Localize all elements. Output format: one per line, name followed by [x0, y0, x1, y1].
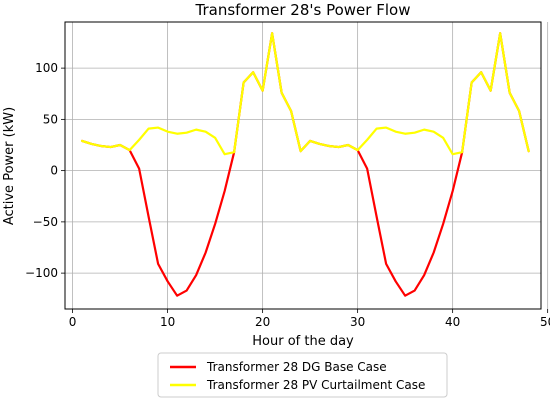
y-tick-label: 100: [35, 61, 58, 75]
legend-label-base-case: Transformer 28 DG Base Case: [206, 360, 387, 374]
legend-label-pv-curtailment: Transformer 28 PV Curtailment Case: [206, 378, 425, 392]
x-tick-label: 0: [69, 315, 77, 329]
y-tick-label: −50: [33, 215, 58, 229]
legend-box: [157, 352, 448, 398]
y-tick-label: 0: [50, 164, 58, 178]
x-tick-label: 20: [255, 315, 270, 329]
x-tick-label: 30: [350, 315, 365, 329]
x-tick-label: 40: [445, 315, 460, 329]
y-axis-label: Active Power (kW): [2, 107, 17, 225]
plot-frame: [64, 21, 542, 310]
series-lines: [80, 32, 530, 297]
series-line-pv-curtailment: [80, 32, 530, 156]
x-tick-label: 10: [160, 315, 175, 329]
y-tick-label: −100: [25, 266, 58, 280]
axis-ticks: 0 10 20 30 40 50 −100 −50 0 50 100: [25, 61, 550, 329]
y-tick-label: 50: [43, 112, 58, 126]
x-axis-label: Hour of the day: [252, 334, 354, 349]
grid-lines: [65, 22, 549, 309]
chart-title: Transformer 28's Power Flow: [195, 1, 411, 19]
legend: Transformer 28 DG Base Case Transformer …: [157, 352, 448, 398]
series-line-base-case: [80, 32, 530, 297]
x-tick-label: 50: [540, 315, 550, 329]
